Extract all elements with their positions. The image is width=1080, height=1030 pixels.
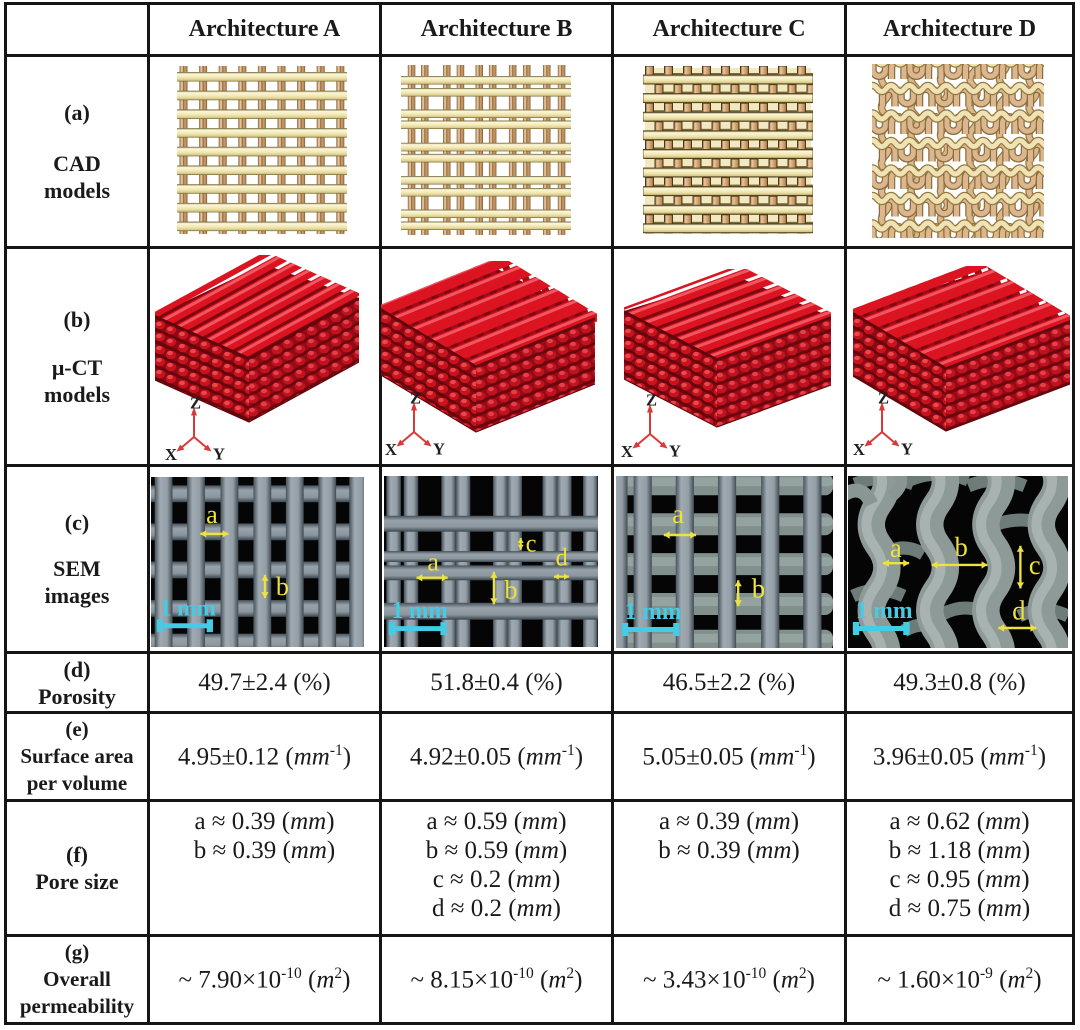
svg-text:b: b [504,574,517,604]
svg-text:X: X [165,445,177,464]
svg-text:d: d [1012,595,1026,625]
svg-text:c: c [1029,550,1041,580]
svg-text:1 mm: 1 mm [856,598,913,624]
svg-text:Z: Z [410,389,421,408]
svg-text:X: X [621,442,633,461]
svg-text:a: a [890,533,902,563]
svg-text:c: c [526,530,537,557]
svg-text:1 mm: 1 mm [625,599,682,625]
svg-text:Y: Y [901,440,913,459]
svg-text:b: b [752,573,765,603]
svg-text:d: d [556,544,568,571]
svg-text:X: X [853,440,865,459]
svg-text:Y: Y [669,442,681,461]
svg-text:b: b [276,571,289,601]
svg-text:b: b [955,532,968,562]
svg-text:X: X [385,440,397,459]
svg-text:Y: Y [433,440,445,459]
svg-text:1 mm: 1 mm [160,595,217,621]
svg-text:Y: Y [213,445,225,464]
svg-text:a: a [206,499,218,529]
svg-text:1 mm: 1 mm [392,598,448,624]
svg-text:a: a [672,499,684,529]
svg-text:Z: Z [646,391,657,410]
svg-text:a: a [427,546,439,576]
svg-text:Z: Z [878,389,889,408]
svg-text:Z: Z [190,394,201,413]
